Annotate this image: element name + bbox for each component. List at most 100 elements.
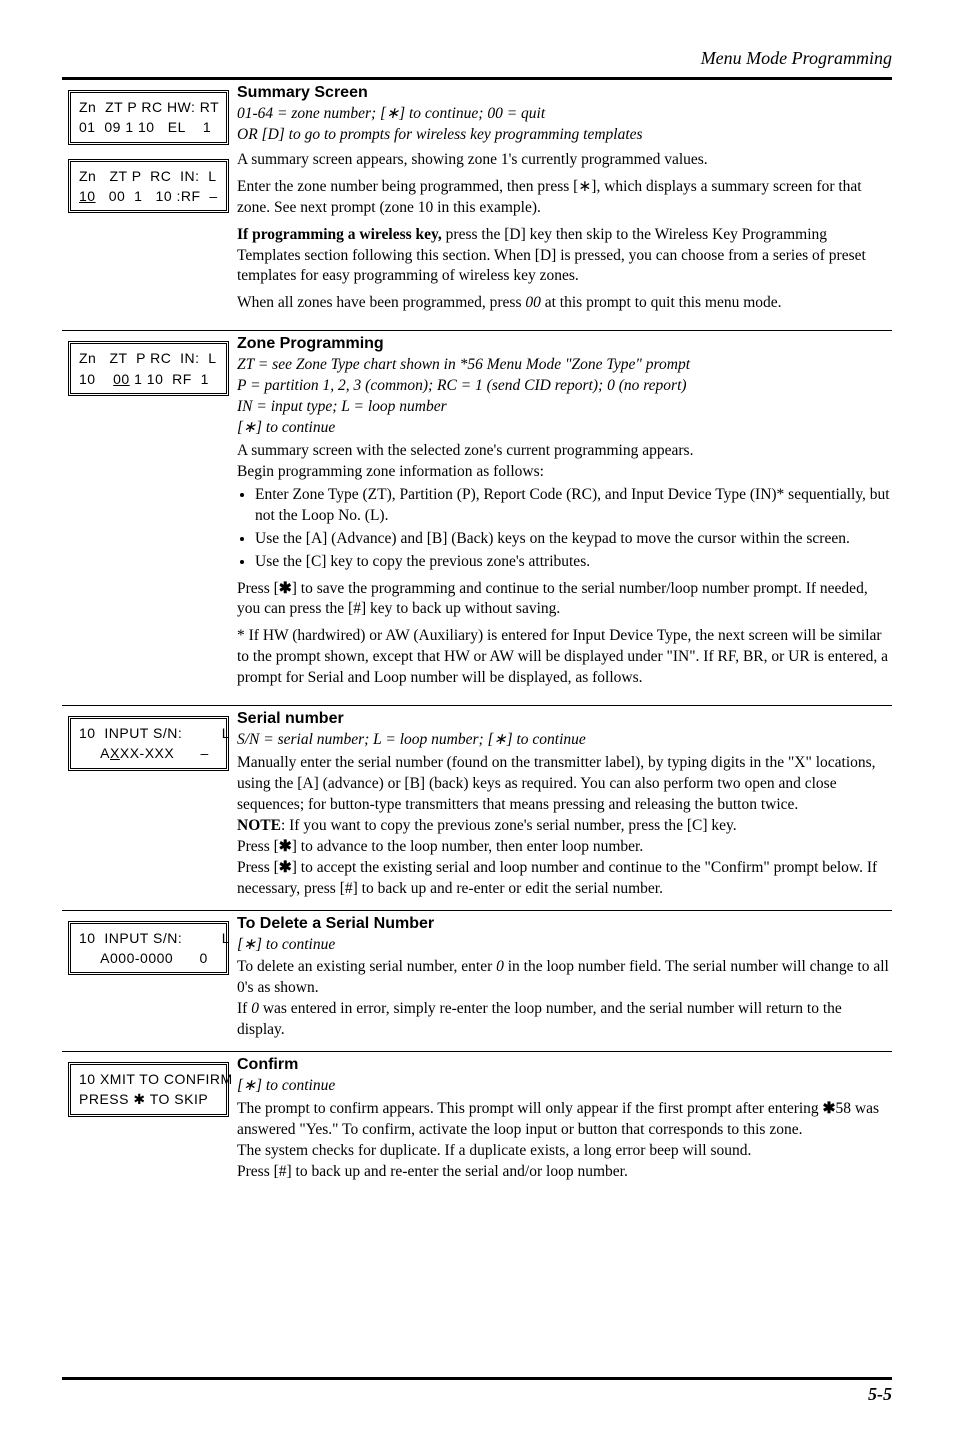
body-text: To delete an existing serial number, ent…	[237, 957, 892, 999]
lcd-line: 10	[79, 188, 96, 204]
lcd-line: 1 10 RF 1	[130, 371, 209, 387]
text: was entered in error, simply re-enter th…	[237, 1000, 842, 1038]
text: ] to advance to the loop number, then en…	[292, 838, 643, 855]
right-col-summary: Summary Screen 01-64 = zone number; [∗] …	[237, 84, 892, 324]
subtitle: [∗] to continue	[237, 418, 892, 439]
lcd-summary-1: Zn ZT P RC HW: RT 01 09 1 10 EL 1	[68, 90, 229, 145]
list-item: Use the [C] key to copy the previous zon…	[255, 552, 892, 573]
text: Press [	[237, 859, 279, 876]
subtitle: IN = input type; L = loop number	[237, 397, 892, 418]
body-text: If 0 was entered in error, simply re-ent…	[237, 999, 892, 1041]
text: The prompt to confirm appears. This prom…	[237, 1100, 823, 1117]
lcd-serial: 10 INPUT S/N: L AXXX-XXX –	[68, 716, 229, 771]
bullet-list: Enter Zone Type (ZT), Partition (P), Rep…	[237, 485, 892, 573]
lcd-zoneprog: Zn ZT P RC IN: L 10 00 1 10 RF 1	[68, 341, 229, 396]
text: ] to accept the existing serial and loop…	[237, 859, 877, 897]
italic: 0	[251, 1000, 259, 1017]
body-text: The system checks for duplicate. If a du…	[237, 1141, 892, 1162]
lcd-line: 01 09 1 10 EL 1	[79, 119, 211, 135]
lcd-line: 10 INPUT S/N: L	[79, 930, 230, 946]
lcd-line: 10	[79, 371, 113, 387]
list-item: Enter Zone Type (ZT), Partition (P), Rep…	[255, 485, 892, 527]
left-col-serial: 10 INPUT S/N: L AXXX-XXX –	[62, 710, 237, 903]
section-confirm: 10 XMIT TO CONFIRM PRESS ✱ TO SKIP Confi…	[62, 1052, 892, 1187]
header-title: Menu Mode Programming	[62, 48, 892, 69]
body-text: * If HW (hardwired) or AW (Auxiliary) is…	[237, 626, 892, 689]
lcd-line: 00	[113, 371, 130, 387]
lcd-summary-2: Zn ZT P RC IN: L 10 00 1 10 :RF –	[68, 159, 229, 214]
body-text: Manually enter the serial number (found …	[237, 753, 892, 816]
section-title: Confirm	[237, 1056, 892, 1074]
lcd-line: 10 XMIT TO CONFIRM	[79, 1071, 233, 1087]
left-col-summary: Zn ZT P RC HW: RT 01 09 1 10 EL 1 Zn ZT …	[62, 84, 237, 324]
lcd-line: XX-XXX –	[120, 745, 209, 761]
section-title: To Delete a Serial Number	[237, 915, 892, 933]
body-text: Press [✱] to save the programming and co…	[237, 579, 892, 621]
right-col-serial: Serial number S/N = serial number; L = l…	[237, 710, 892, 903]
footer-rule	[62, 1377, 892, 1380]
italic: 00	[525, 294, 541, 311]
text: To delete an existing serial number, ent…	[237, 958, 496, 975]
lcd-line: Zn ZT P RC IN: L	[79, 350, 217, 366]
subtitle: OR [D] to go to prompts for wireless key…	[237, 125, 892, 146]
lcd-line: PRESS ✱ TO SKIP	[79, 1091, 208, 1107]
star-icon: ✱	[279, 580, 292, 597]
lcd-confirm: 10 XMIT TO CONFIRM PRESS ✱ TO SKIP	[68, 1062, 229, 1117]
lcd-line: A	[79, 745, 110, 761]
body-text: If programming a wireless key, press the…	[237, 225, 892, 288]
subtitle: S/N = serial number; L = loop number; [∗…	[237, 730, 892, 751]
text: at this prompt to quit this menu mode.	[541, 294, 782, 311]
section-delete: 10 INPUT S/N: L A000-0000 0 To Delete a …	[62, 911, 892, 1046]
star-icon: ✱	[279, 838, 292, 855]
list-item: Use the [A] (Advance) and [B] (Back) key…	[255, 529, 892, 550]
body-text: A summary screen with the selected zone'…	[237, 441, 892, 462]
text: Press [	[237, 580, 279, 597]
subtitle: [∗] to continue	[237, 935, 892, 956]
subtitle: ZT = see Zone Type chart shown in *56 Me…	[237, 355, 892, 376]
body-text: Press [✱] to accept the existing serial …	[237, 858, 892, 900]
bold: NOTE	[237, 817, 281, 834]
right-col-confirm: Confirm [∗] to continue The prompt to co…	[237, 1056, 892, 1187]
star-icon: ✱	[279, 859, 292, 876]
section-serial: 10 INPUT S/N: L AXXX-XXX – Serial number…	[62, 706, 892, 903]
text: Press [	[237, 838, 279, 855]
lcd-line: 00 1 10 :RF –	[96, 188, 218, 204]
page: Menu Mode Programming Zn ZT P RC HW: RT …	[0, 0, 954, 1445]
italic: 0	[496, 958, 504, 975]
section-summary: Zn ZT P RC HW: RT 01 09 1 10 EL 1 Zn ZT …	[62, 80, 892, 324]
body-text: NOTE: If you want to copy the previous z…	[237, 816, 892, 837]
lcd-line: Zn ZT P RC HW: RT	[79, 99, 219, 115]
text: If	[237, 1000, 251, 1017]
section-title: Serial number	[237, 710, 892, 728]
page-number: 5-5	[62, 1384, 892, 1405]
text: : If you want to copy the previous zone'…	[281, 817, 737, 834]
subtitle: [∗] to continue	[237, 1076, 892, 1097]
body-text: Enter the zone number being programmed, …	[237, 177, 892, 219]
lcd-line: X	[110, 745, 120, 761]
star-icon: ✱	[823, 1100, 836, 1117]
lcd-line: A000-0000 0	[79, 950, 208, 966]
text: ] to save the programming and continue t…	[237, 580, 868, 618]
body-text: The prompt to confirm appears. This prom…	[237, 1099, 892, 1141]
lcd-line: 10 INPUT S/N: L	[79, 725, 230, 741]
text: When all zones have been programmed, pre…	[237, 294, 525, 311]
subtitle: 01-64 = zone number; [∗] to continue; 00…	[237, 104, 892, 125]
subtitle: P = partition 1, 2, 3 (common); RC = 1 (…	[237, 376, 892, 397]
section-zoneprog: Zn ZT P RC IN: L 10 00 1 10 RF 1 Zone Pr…	[62, 331, 892, 699]
lcd-delete: 10 INPUT S/N: L A000-0000 0	[68, 921, 229, 976]
right-col-delete: To Delete a Serial Number [∗] to continu…	[237, 915, 892, 1046]
left-col-delete: 10 INPUT S/N: L A000-0000 0	[62, 915, 237, 1046]
left-col-zoneprog: Zn ZT P RC IN: L 10 00 1 10 RF 1	[62, 335, 237, 699]
lcd-line: Zn ZT P RC IN: L	[79, 168, 217, 184]
body-text: Begin programming zone information as fo…	[237, 462, 892, 483]
left-col-confirm: 10 XMIT TO CONFIRM PRESS ✱ TO SKIP	[62, 1056, 237, 1187]
right-col-zoneprog: Zone Programming ZT = see Zone Type char…	[237, 335, 892, 699]
bold: If programming a wireless key,	[237, 226, 442, 243]
body-text: A summary screen appears, showing zone 1…	[237, 150, 892, 171]
body-text: Press [#] to back up and re-enter the se…	[237, 1162, 892, 1183]
section-title: Zone Programming	[237, 335, 892, 353]
body-text: When all zones have been programmed, pre…	[237, 293, 892, 314]
footer: 5-5	[62, 1377, 892, 1405]
body-text: Press [✱] to advance to the loop number,…	[237, 837, 892, 858]
section-title: Summary Screen	[237, 84, 892, 102]
